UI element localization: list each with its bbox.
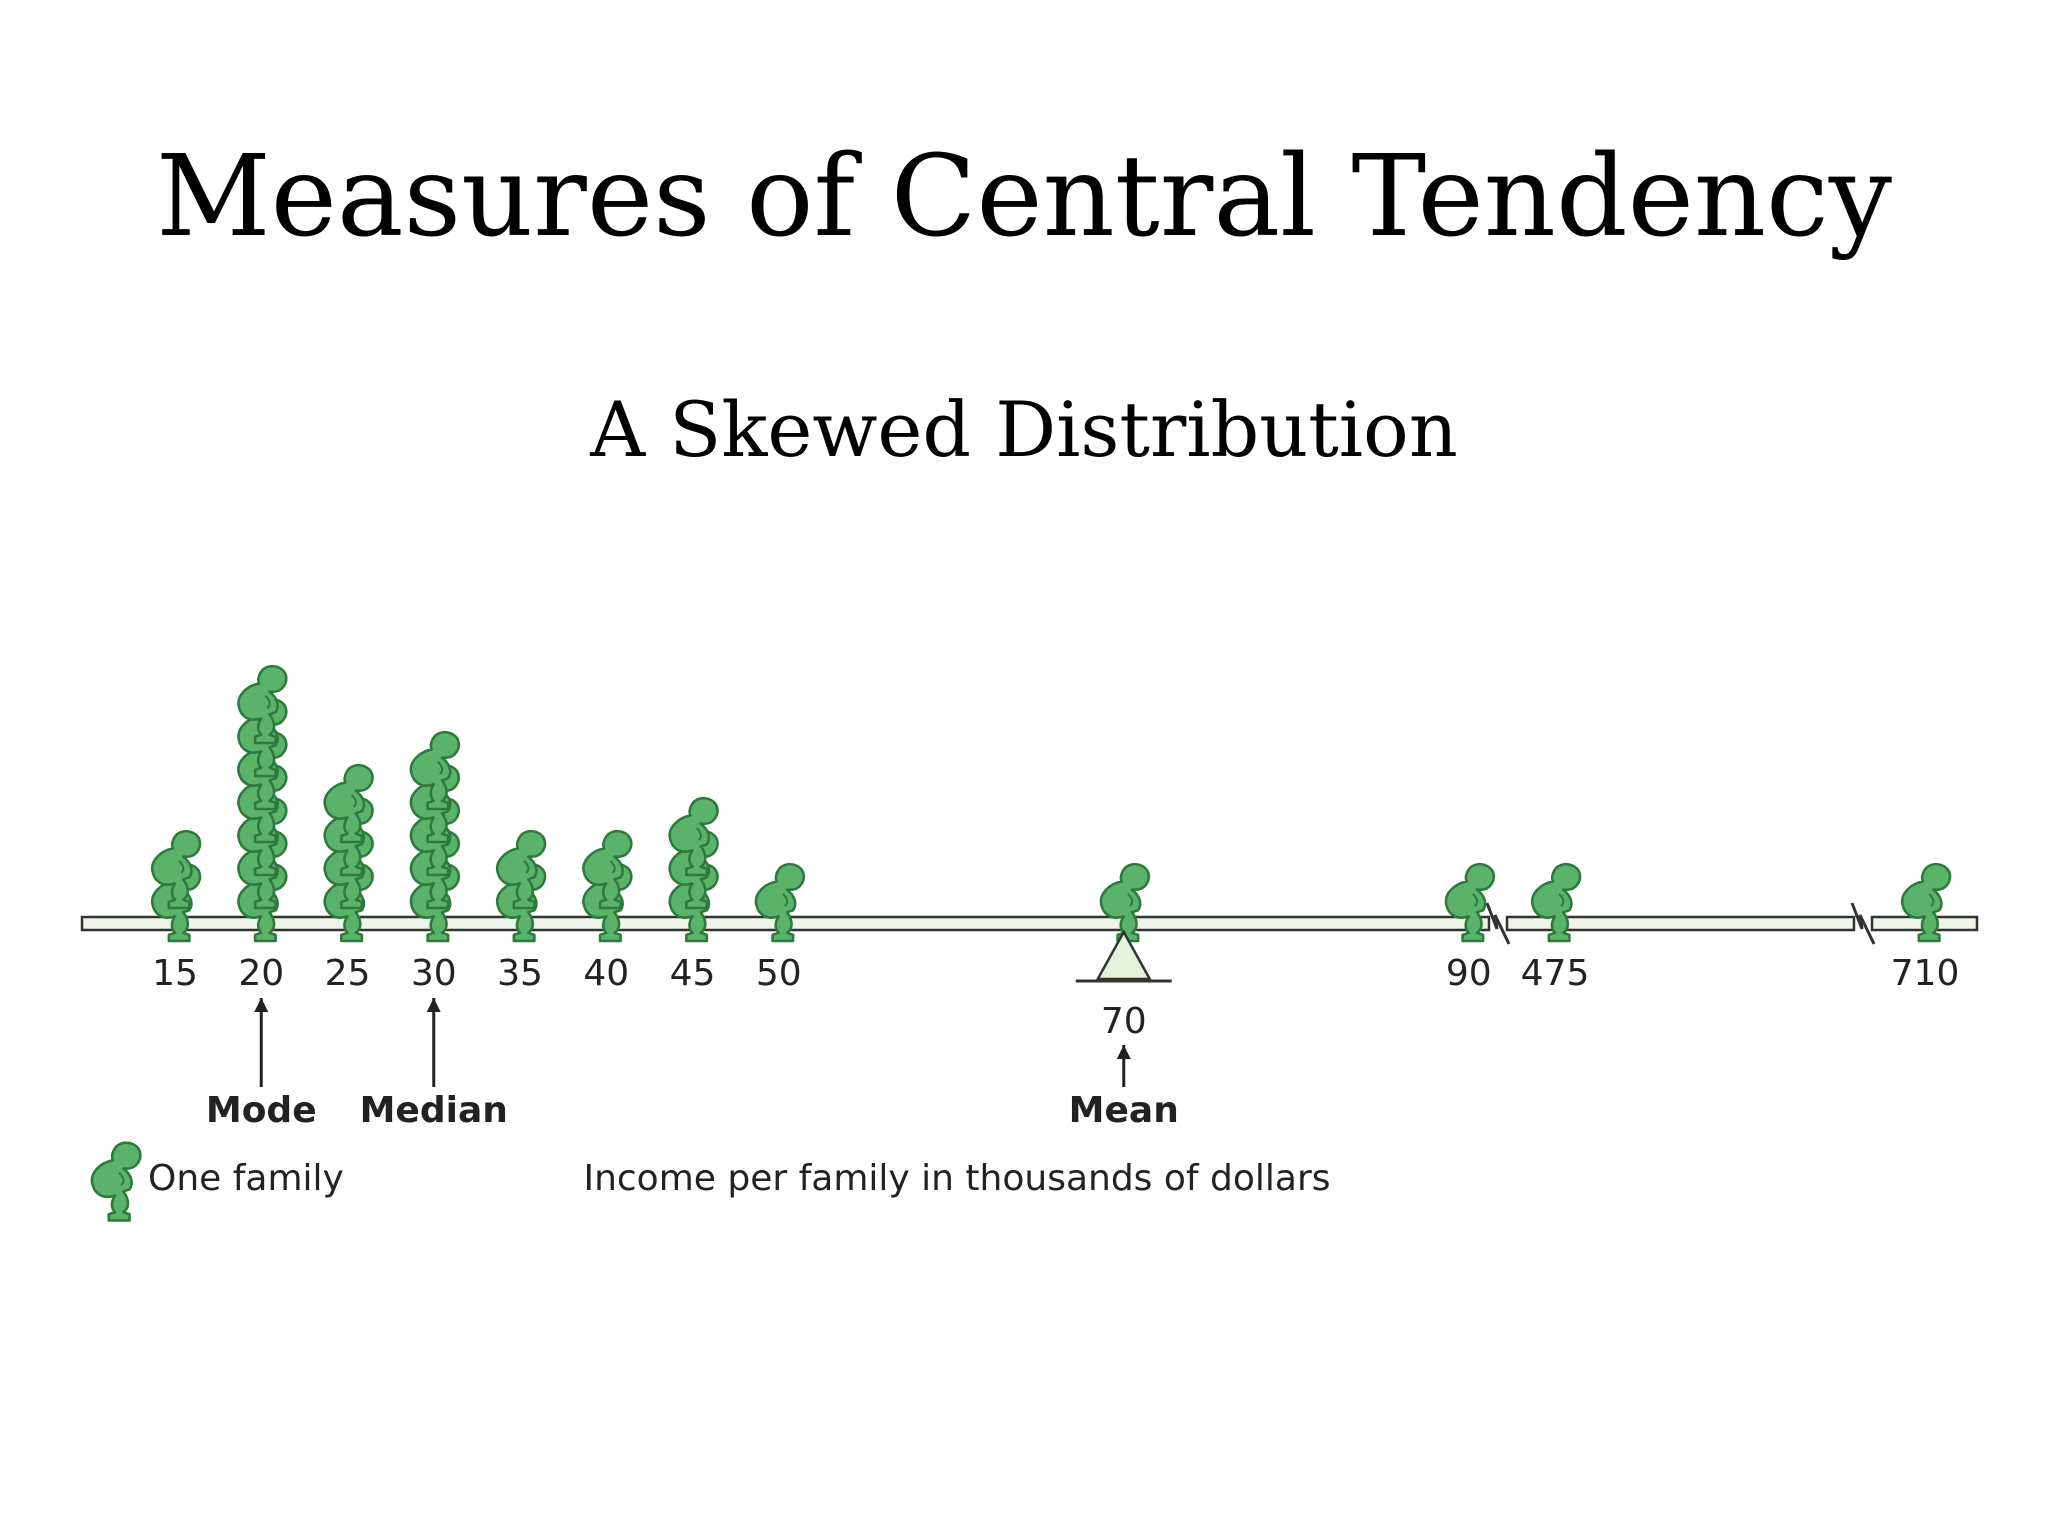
chart-subtitle: A Skewed Distribution bbox=[590, 385, 1458, 474]
mean-label: Mean bbox=[1069, 1090, 1179, 1131]
axis-break-mark bbox=[1850, 902, 1876, 945]
mean-value-label: 70 bbox=[1101, 1001, 1147, 1042]
annotation-arrow-head bbox=[254, 998, 269, 1012]
annotation-arrow-head bbox=[1116, 1045, 1131, 1059]
tick-label: 25 bbox=[325, 953, 371, 994]
annotation-arrow-head bbox=[426, 998, 441, 1012]
tick-label: 710 bbox=[1891, 953, 1960, 994]
legend-label: One family bbox=[148, 1158, 344, 1199]
tick-label: 20 bbox=[238, 953, 284, 994]
x-axis-label: Income per family in thousands of dollar… bbox=[583, 1158, 1330, 1199]
axis-break-mark bbox=[1485, 902, 1511, 945]
tick-label: 90 bbox=[1446, 953, 1492, 994]
slide-title: Measures of Central Tendency bbox=[155, 132, 1893, 262]
tick-label: 40 bbox=[583, 953, 629, 994]
fulcrum-triangle bbox=[1095, 929, 1152, 981]
axis-beam-segment bbox=[1505, 915, 1856, 932]
tick-label: 35 bbox=[497, 953, 543, 994]
tick-label: 475 bbox=[1521, 953, 1590, 994]
median-label: Median bbox=[360, 1090, 508, 1131]
mode-label: Mode bbox=[206, 1090, 317, 1131]
legend-family-icon bbox=[90, 1141, 142, 1222]
tick-label: 30 bbox=[411, 953, 457, 994]
tick-label: 50 bbox=[756, 953, 802, 994]
tick-label: 45 bbox=[670, 953, 716, 994]
tick-label: 15 bbox=[152, 953, 198, 994]
